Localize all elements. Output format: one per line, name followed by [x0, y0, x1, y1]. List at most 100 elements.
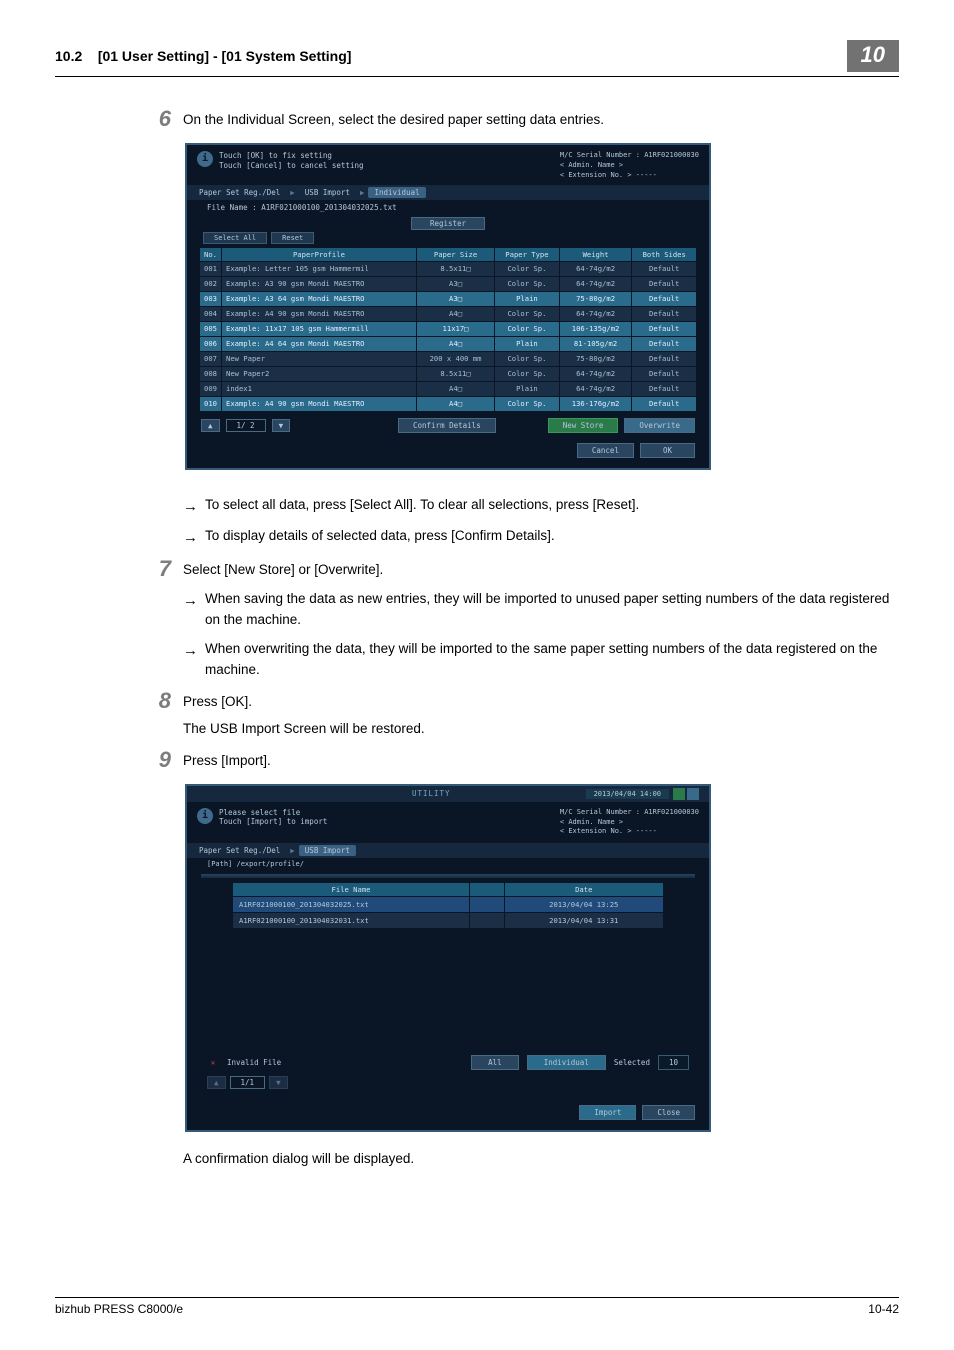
individual-button[interactable]: Individual [527, 1055, 606, 1070]
step-text: On the Individual Screen, select the des… [183, 112, 604, 127]
status-icon [687, 788, 699, 800]
utility-title: UTILITY [277, 789, 586, 798]
chevron-right-icon: ▶ [290, 188, 295, 197]
step-text: Press [Import]. [183, 753, 271, 768]
confirm-details-button[interactable]: Confirm Details [398, 418, 496, 433]
crumb-usb-import[interactable]: USB Import [299, 845, 356, 856]
info-line1: Touch [OK] to fix setting [219, 151, 560, 161]
crumb-usb-import[interactable]: USB Import [299, 187, 356, 198]
invalid-file-label: Invalid File [227, 1058, 281, 1067]
note-text: To display details of selected data, pre… [205, 526, 899, 549]
selected-count: 10 [658, 1055, 689, 1070]
table-row[interactable]: 001Example: Letter 105 gsm Hammermil8.5x… [200, 261, 697, 276]
path-label: [Path] /export/profile/ [187, 858, 709, 874]
step-9: 9 Press [Import]. [145, 748, 899, 772]
footer-page: 10-42 [868, 1302, 899, 1316]
info-text: Please select file Touch [Import] to imp… [219, 808, 560, 837]
page-footer: bizhub PRESS C8000/e 10-42 [55, 1297, 899, 1316]
page-number: 1/1 [230, 1076, 266, 1089]
info-icon: i [197, 808, 213, 824]
paper-table: No.PaperProfilePaper SizePaper TypeWeigh… [199, 247, 697, 412]
step-8: 8 Press [OK]. The USB Import Screen will… [145, 689, 899, 740]
step-number: 9 [145, 748, 183, 772]
file-name-row: File Name : A1RF021000100_201304032025.t… [187, 200, 709, 215]
screenshot-2: UTILITY 2013/04/04 14:00 i Please select… [185, 784, 899, 1132]
table-header: No. [200, 247, 222, 261]
crumb-paper-set[interactable]: Paper Set Reg./Del [193, 845, 286, 856]
all-button[interactable]: All [471, 1055, 519, 1070]
page-down-button[interactable]: ▼ [272, 419, 291, 432]
table-row[interactable]: 006Example: A4 64 gsm Mondi MAESTROA4□Pl… [200, 336, 697, 351]
import-button[interactable]: Import [579, 1105, 636, 1120]
close-button[interactable]: Close [642, 1105, 695, 1120]
machine-info: M/C Serial Number : A1RF021000030 < Admi… [560, 151, 699, 180]
table-header: Weight [559, 247, 632, 261]
step-7: 7 Select [New Store] or [Overwrite]. →Wh… [145, 557, 899, 681]
note-text: When saving the data as new entries, the… [205, 589, 899, 631]
col-date: Date [504, 883, 663, 897]
table-header: PaperProfile [222, 247, 417, 261]
step-body: On the Individual Screen, select the des… [183, 107, 899, 131]
step-plain: A confirmation dialog will be displayed. [183, 1149, 899, 1170]
crumb-paper-set[interactable]: Paper Set Reg./Del [193, 187, 286, 198]
table-row[interactable]: 005Example: 11x17 105 gsm Hammermill11x1… [200, 321, 697, 336]
page-up-button[interactable]: ▲ [207, 1076, 226, 1089]
table-row[interactable]: 007New Paper200 x 400 mmColor Sp.75-80g/… [200, 351, 697, 366]
table-row[interactable]: A1RF021000100_201304032025.txt2013/04/04… [233, 897, 664, 913]
chevron-right-icon: ▶ [360, 188, 365, 197]
table-row[interactable]: A1RF021000100_201304032031.txt2013/04/04… [233, 913, 664, 929]
step-9-after: A confirmation dialog will be displayed. [145, 1146, 899, 1170]
overwrite-button[interactable]: Overwrite [624, 418, 695, 433]
selected-label: Selected [614, 1058, 650, 1067]
table-row[interactable]: 010Example: A4 90 gsm Mondi MAESTROA4□Co… [200, 396, 697, 411]
table-row[interactable]: 002Example: A3 90 gsm Mondi MAESTROA3□Co… [200, 276, 697, 291]
section-title: [01 User Setting] - [01 System Setting] [98, 48, 352, 64]
divider [201, 874, 695, 878]
info-line2: Touch [Cancel] to cancel setting [219, 161, 560, 171]
step-text: Press [OK]. [183, 694, 252, 709]
step-plain: The USB Import Screen will be restored. [183, 719, 899, 740]
arrow-icon: → [183, 526, 205, 549]
arrow-icon: → [183, 495, 205, 518]
utility-bar: UTILITY 2013/04/04 14:00 [187, 786, 709, 802]
table-row[interactable]: 008New Paper28.5x11□Color Sp.64-74g/m2De… [200, 366, 697, 381]
note-text: To select all data, press [Select All]. … [205, 495, 899, 518]
utility-date: 2013/04/04 14:00 [586, 789, 669, 799]
note-text: When overwriting the data, they will be … [205, 639, 899, 681]
table-row[interactable]: 003Example: A3 64 gsm Mondi MAESTROA3□Pl… [200, 291, 697, 306]
status-icon [673, 788, 685, 800]
cancel-button[interactable]: Cancel [577, 443, 634, 458]
register-tab: Register [187, 217, 709, 230]
file-table: File Name Date A1RF021000100_20130403202… [232, 882, 664, 929]
new-store-button[interactable]: New Store [548, 418, 619, 433]
chapter-chip: 10 [847, 40, 899, 72]
page-up-button[interactable]: ▲ [201, 419, 220, 432]
arrow-icon: → [183, 639, 205, 681]
table-header: Both Sides [632, 247, 697, 261]
header-title: 10.2 [01 User Setting] - [01 System Sett… [55, 48, 837, 64]
step-6-notes: →To select all data, press [Select All].… [145, 484, 899, 550]
reset-button[interactable]: Reset [271, 232, 314, 244]
breadcrumb: Paper Set Reg./Del ▶ USB Import [187, 843, 709, 858]
chevron-right-icon: ▶ [290, 846, 295, 855]
info-icon: i [197, 151, 213, 167]
table-header: Paper Size [416, 247, 494, 261]
ok-button[interactable]: OK [640, 443, 695, 458]
info-text: Touch [OK] to fix setting Touch [Cancel]… [219, 151, 560, 180]
page-down-button[interactable]: ▼ [269, 1076, 288, 1089]
table-row[interactable]: 004Example: A4 90 gsm Mondi MAESTROA4□Co… [200, 306, 697, 321]
footer-actions: ✕ Invalid File All Individual Selected 1… [187, 1051, 709, 1074]
col-file: File Name [233, 883, 470, 897]
crumb-individual[interactable]: Individual [368, 187, 425, 198]
x-icon: ✕ [207, 1058, 219, 1067]
select-all-button[interactable]: Select All [203, 232, 267, 244]
machine-info: M/C Serial Number : A1RF021000030 < Admi… [560, 808, 699, 837]
table-header: Paper Type [495, 247, 560, 261]
table-row[interactable]: 009index1A4□Plain64-74g/m2Default [200, 381, 697, 396]
page-number: 1/ 2 [226, 419, 266, 432]
arrow-icon: → [183, 589, 205, 631]
section-number: 10.2 [55, 48, 82, 64]
step-number: 7 [145, 557, 183, 681]
step-number: 8 [145, 689, 183, 740]
screenshot-1: i Touch [OK] to fix setting Touch [Cance… [185, 143, 899, 469]
